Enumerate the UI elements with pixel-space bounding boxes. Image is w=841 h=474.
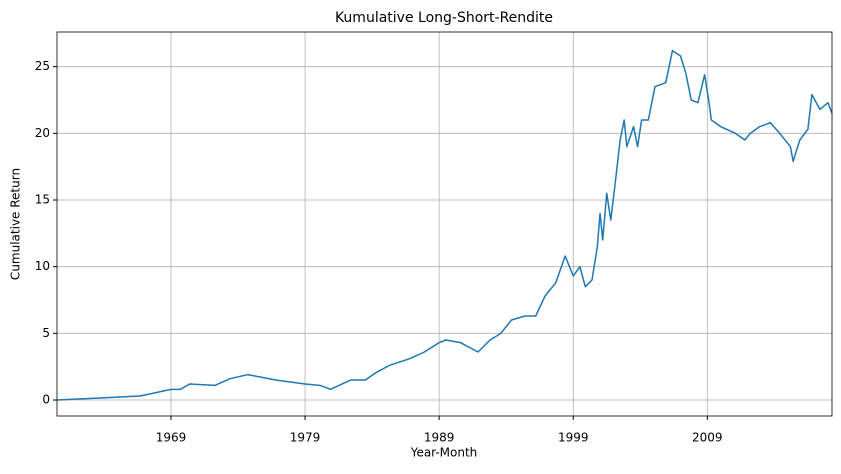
y-tick-label: 25 [35, 59, 50, 73]
x-axis-label: Year-Month [410, 446, 478, 460]
x-tick-label: 1999 [558, 431, 589, 445]
x-tick-label: 1979 [290, 431, 321, 445]
y-tick-label: 5 [42, 326, 50, 340]
chart-title: Kumulative Long-Short-Rendite [335, 10, 553, 26]
plot-frame [56, 31, 833, 417]
y-axis-label: Cumulative Return [9, 168, 23, 280]
y-tick-label: 15 [35, 193, 50, 207]
y-tick-label: 20 [35, 126, 50, 140]
x-tick-label: 1969 [156, 431, 187, 445]
y-tick-label: 10 [35, 259, 50, 273]
x-tick-label: 2009 [692, 431, 723, 445]
x-tick-label: 1989 [424, 431, 455, 445]
data-line [56, 49, 833, 401]
y-tick-label: 0 [42, 393, 50, 407]
